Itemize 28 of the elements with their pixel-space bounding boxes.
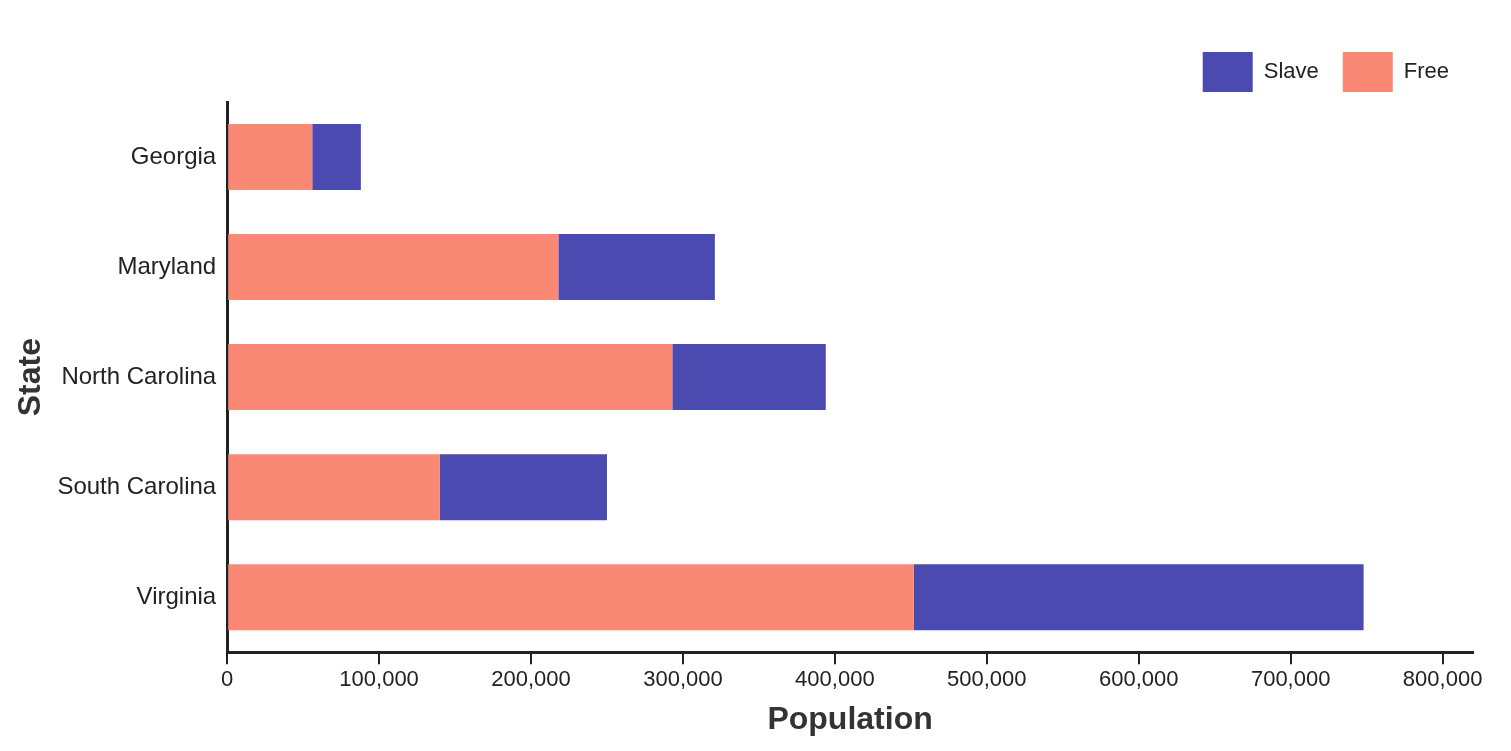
bar	[312, 124, 361, 191]
x-tick-label: 600,000	[1098, 666, 1179, 692]
x-tick-label: 800,000	[1402, 666, 1483, 692]
bar	[228, 234, 559, 301]
legend-label: Free	[1403, 58, 1450, 84]
legend-label: Slave	[1263, 58, 1319, 84]
x-tick-label: 100,000	[339, 666, 419, 692]
x-axis-title: Population	[767, 699, 933, 736]
bar	[228, 564, 914, 631]
y-tick-label: Maryland	[117, 251, 217, 279]
bar	[228, 454, 440, 521]
y-tick-label: South Carolina	[57, 471, 217, 499]
bar	[672, 344, 826, 411]
y-tick-label: Virginia	[136, 581, 217, 609]
bar	[228, 124, 313, 191]
x-tick-label: 700,000	[1250, 666, 1331, 692]
x-tick-label: 0	[221, 666, 234, 692]
y-tick-label: Georgia	[130, 141, 217, 169]
x-tick-label: 300,000	[643, 666, 723, 692]
y-tick-label: North Carolina	[61, 361, 217, 389]
bar	[439, 454, 607, 521]
x-tick-label: 200,000	[491, 666, 571, 692]
y-axis-title: State	[11, 337, 48, 417]
bar	[913, 564, 1364, 631]
bar	[228, 344, 673, 411]
bar	[558, 234, 715, 301]
x-tick-label: 400,000	[795, 666, 875, 692]
x-tick-label: 500,000	[947, 666, 1027, 692]
